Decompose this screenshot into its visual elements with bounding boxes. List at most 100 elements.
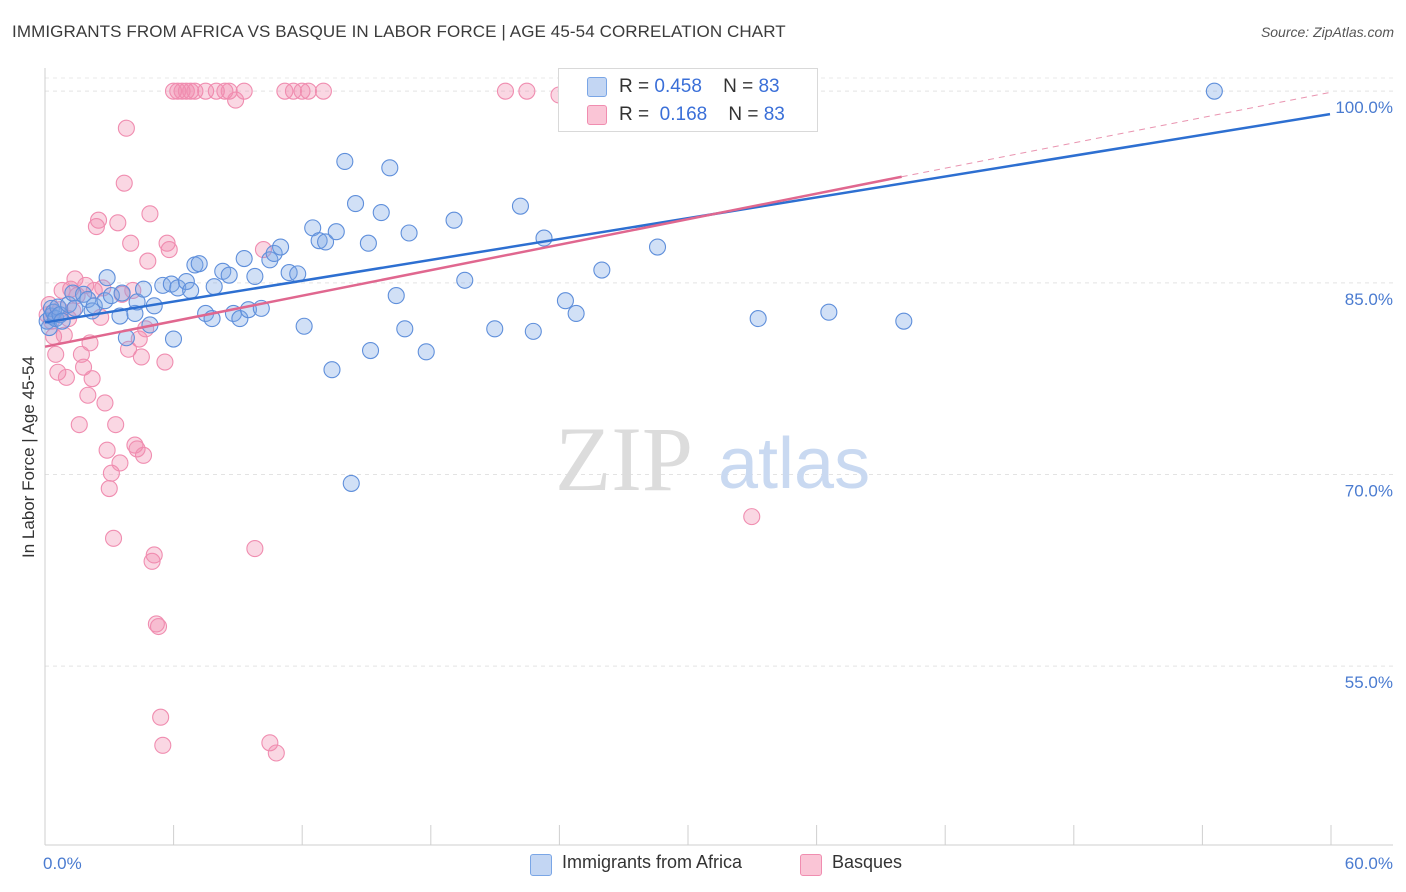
basques-point-39 bbox=[122, 234, 140, 252]
basques-point-72 bbox=[261, 734, 279, 752]
africa-point-32 bbox=[182, 281, 200, 300]
x-tick-label-1: 60.0% bbox=[1345, 854, 1393, 873]
x-tick-labels: 0.0% 60.0% bbox=[43, 854, 1393, 873]
basques-point-34 bbox=[111, 454, 129, 472]
basques-point-44 bbox=[132, 348, 150, 366]
y-tick-label-1: 70.0% bbox=[1345, 481, 1393, 500]
africa-point-41 bbox=[231, 310, 249, 328]
basques-point-54 bbox=[154, 736, 172, 754]
africa-point-31 bbox=[177, 272, 195, 291]
basques-point-37 bbox=[117, 119, 135, 137]
watermark-zip: ZIP bbox=[555, 408, 693, 510]
bottom-legend-label-basques: Basques bbox=[832, 852, 903, 872]
africa-point-61 bbox=[361, 341, 380, 360]
basques-point-53 bbox=[152, 708, 170, 726]
basques-point-48 bbox=[141, 205, 159, 223]
africa-point-53 bbox=[310, 232, 328, 250]
basques-point-70 bbox=[246, 540, 264, 558]
africa-point-51 bbox=[295, 317, 313, 335]
y-tick-label-3: 100.0% bbox=[1335, 98, 1393, 117]
africa-point-74 bbox=[556, 292, 574, 310]
africa-point-44 bbox=[246, 267, 264, 285]
basques-point-27 bbox=[96, 394, 114, 412]
africa-point-70 bbox=[486, 320, 504, 338]
basques-point-29 bbox=[100, 479, 118, 498]
africa-point-62 bbox=[372, 203, 390, 222]
africa-points bbox=[38, 82, 1223, 492]
africa-point-58 bbox=[342, 474, 360, 492]
basques-point-74 bbox=[276, 82, 294, 100]
basques-point-65 bbox=[207, 82, 225, 100]
y-tick-label-2: 85.0% bbox=[1345, 290, 1393, 309]
basques-point-56 bbox=[158, 234, 176, 252]
legend-row-africa: R = 0.458 N = 83 bbox=[559, 74, 817, 100]
africa-point-27 bbox=[154, 276, 172, 294]
basques-point-19 bbox=[79, 386, 97, 404]
trend-line-basques-extension bbox=[901, 91, 1331, 178]
africa-point-65 bbox=[396, 320, 414, 338]
africa-point-77 bbox=[648, 238, 667, 256]
africa-point-80 bbox=[820, 303, 838, 321]
basques-point-67 bbox=[220, 82, 238, 100]
africa-point-63 bbox=[381, 159, 399, 177]
trend-line-basques bbox=[44, 175, 902, 348]
africa-point-82 bbox=[1205, 82, 1223, 100]
africa-point-48 bbox=[272, 238, 290, 256]
watermark: ZIP atlas bbox=[555, 408, 870, 510]
basques-point-71 bbox=[254, 241, 273, 259]
legend-swatch-pink bbox=[587, 105, 607, 125]
basques-point-33 bbox=[109, 214, 127, 232]
basques-point-23 bbox=[87, 218, 105, 236]
africa-point-17 bbox=[98, 269, 116, 287]
basques-point-17 bbox=[75, 358, 93, 376]
basques-point-59 bbox=[169, 82, 187, 100]
basques-point-45 bbox=[134, 446, 153, 464]
basques-points bbox=[38, 82, 761, 762]
africa-point-42 bbox=[235, 249, 253, 268]
watermark-atlas: atlas bbox=[718, 424, 870, 504]
basques-point-28 bbox=[98, 441, 116, 459]
bottom-legend-swatch-pink bbox=[800, 854, 822, 876]
africa-point-64 bbox=[387, 287, 405, 305]
y-tick-labels: 55.0% 70.0% 85.0% 100.0% bbox=[1335, 98, 1393, 692]
basques-point-55 bbox=[156, 353, 174, 371]
africa-point-30 bbox=[169, 279, 187, 297]
africa-point-20 bbox=[113, 284, 131, 302]
axes bbox=[44, 68, 1393, 846]
basques-point-43 bbox=[130, 330, 148, 348]
africa-point-69 bbox=[456, 271, 474, 289]
africa-point-18 bbox=[102, 287, 120, 305]
africa-point-67 bbox=[417, 343, 435, 361]
basques-point-52 bbox=[149, 617, 168, 636]
africa-point-76 bbox=[593, 261, 611, 279]
legend-swatch-blue bbox=[587, 77, 607, 97]
basques-point-76 bbox=[293, 82, 311, 100]
basques-point-51 bbox=[147, 615, 165, 633]
basques-point-7 bbox=[53, 281, 71, 300]
basques-point-73 bbox=[267, 744, 285, 762]
basques-point-13 bbox=[66, 270, 84, 288]
africa-point-57 bbox=[336, 152, 354, 170]
basques-point-68 bbox=[227, 91, 245, 109]
africa-point-59 bbox=[346, 195, 365, 213]
basques-point-21 bbox=[83, 370, 101, 388]
africa-point-72 bbox=[524, 322, 542, 340]
y-axis-label: In Labor Force | Age 45-54 bbox=[19, 356, 38, 558]
africa-point-68 bbox=[445, 211, 463, 229]
x-tick-label-0: 0.0% bbox=[43, 854, 82, 873]
basques-point-69 bbox=[235, 82, 253, 100]
africa-point-56 bbox=[327, 223, 345, 241]
basques-point-42 bbox=[128, 440, 146, 458]
basques-point-4 bbox=[47, 345, 65, 363]
basques-point-24 bbox=[89, 211, 108, 229]
africa-point-75 bbox=[567, 304, 585, 323]
gridlines bbox=[45, 77, 1393, 667]
basques-point-61 bbox=[177, 82, 195, 100]
africa-point-81 bbox=[895, 312, 913, 330]
r-value-basques: 0.168 bbox=[659, 104, 708, 125]
basques-point-50 bbox=[145, 546, 163, 564]
basques-point-75 bbox=[284, 82, 302, 100]
africa-point-39 bbox=[220, 266, 238, 284]
basques-point-77 bbox=[299, 82, 317, 100]
